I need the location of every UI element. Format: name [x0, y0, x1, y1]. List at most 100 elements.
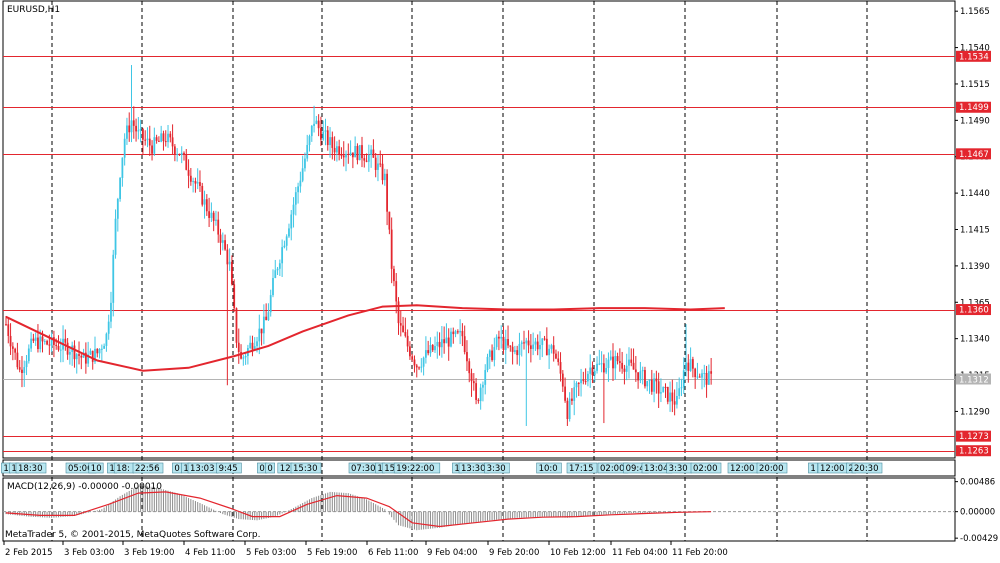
trade-tag-label: 3:30 [487, 464, 506, 474]
candle-body [616, 356, 619, 362]
candle-body [701, 373, 703, 378]
price-level-badge [956, 101, 991, 113]
trade-tag-label: 1 [3, 464, 8, 474]
candle-body [648, 379, 651, 381]
candle-body [593, 370, 596, 376]
candle-body [153, 137, 156, 154]
candle-body [98, 349, 101, 354]
candle-body [685, 362, 687, 371]
candle-body [326, 130, 329, 146]
trade-tag-label: 05:00 [68, 464, 93, 474]
trade-tag-label: 0 [174, 464, 179, 474]
candle-body [550, 345, 553, 349]
candle-body [315, 120, 318, 124]
candle-body [491, 350, 493, 361]
candle-body [50, 337, 53, 346]
candle-body [196, 182, 199, 184]
candle-body [516, 350, 519, 356]
candle-body [75, 354, 78, 360]
candle-body [477, 399, 480, 402]
candle-body [623, 368, 626, 372]
time-axis-label: 10 Feb 12:00 [550, 548, 606, 558]
candle-body [582, 379, 585, 382]
candle-body [231, 261, 233, 285]
candle-body [527, 340, 530, 346]
candle-body [571, 398, 573, 401]
candle-body [267, 312, 270, 321]
candle-body [155, 137, 158, 141]
candle-body [137, 130, 140, 132]
candle-body [160, 133, 163, 142]
candle-body [46, 340, 48, 345]
candle-body [573, 387, 576, 401]
candle-body [539, 344, 541, 350]
candle-body [199, 182, 201, 186]
candle-body [345, 153, 347, 158]
candle-body [452, 331, 455, 335]
trade-tag-label: 19:22:00 [396, 464, 434, 474]
candle-body [121, 157, 124, 178]
candle-body [418, 367, 420, 369]
trade-tag [566, 462, 598, 474]
candle-body [507, 339, 509, 346]
candle-body [377, 163, 379, 170]
candle-body [306, 144, 309, 159]
candle-body [637, 372, 640, 381]
time-axis-label: 3 Feb 19:00 [124, 548, 174, 558]
price-axis-label: 1.1290 [960, 407, 990, 417]
price-axis-label: 1.1540 [960, 44, 990, 54]
candle-body [431, 344, 434, 351]
candle-body [23, 367, 26, 374]
candle-body [11, 346, 14, 349]
candle-body [673, 401, 676, 405]
candle-body [107, 321, 110, 334]
candle-body [525, 340, 528, 344]
candle-body [144, 139, 147, 141]
candle-body [409, 346, 411, 357]
trade-tag-label: 12 [280, 464, 291, 474]
candle-body [57, 345, 60, 350]
price-axis-label: 1.1390 [960, 262, 990, 272]
candle-body [513, 350, 516, 352]
candle-body [568, 398, 571, 420]
candle-body [411, 356, 414, 360]
candle-body [283, 245, 286, 248]
candle-body [614, 356, 617, 369]
candle-body [655, 378, 658, 382]
candle-body [41, 336, 44, 342]
candle-body [580, 379, 582, 384]
candle-body [561, 373, 564, 387]
candle-body [671, 392, 674, 402]
candle-body [705, 372, 708, 385]
candle-body [310, 125, 313, 137]
candle-body [662, 386, 665, 393]
candle-body [201, 185, 204, 205]
candle-body [612, 356, 614, 369]
moving-average-line [5, 304, 725, 372]
candle-body [68, 351, 71, 355]
candle-body [132, 120, 135, 126]
candle-body [265, 316, 268, 321]
candle-body [237, 342, 240, 353]
candle-body [335, 146, 338, 153]
candle-body [397, 301, 400, 324]
candle-body [691, 359, 694, 369]
candle-body [178, 153, 181, 156]
trade-tag-label: 18:30 [18, 464, 43, 474]
candle-body [429, 344, 432, 354]
candle-body [687, 362, 690, 371]
candle-body [80, 355, 83, 358]
candle-body [354, 145, 357, 158]
candle-body [55, 344, 58, 346]
candle-body [297, 186, 299, 193]
trade-tag [851, 462, 883, 474]
candle-body [274, 270, 277, 278]
candle-body [146, 138, 149, 140]
time-axis-label: 4 Feb 11:00 [185, 548, 235, 558]
candle-body [621, 362, 624, 369]
candle-body [194, 181, 197, 184]
candle-body [379, 163, 382, 165]
candle-body [669, 392, 671, 402]
